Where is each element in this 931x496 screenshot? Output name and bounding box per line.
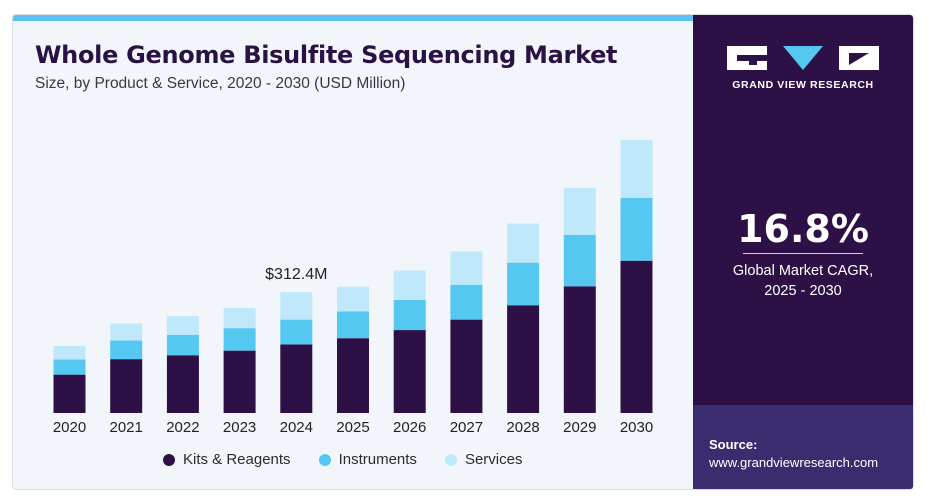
bar-2024-kits-reagents	[280, 344, 313, 413]
x-tick-2030: 2030	[620, 419, 653, 436]
legend-swatch-kits	[163, 453, 175, 466]
cagr-value: 16.8%	[737, 207, 869, 251]
bar-2020-services	[53, 345, 86, 360]
brand-name: GRAND VIEW RESEARCH	[732, 79, 874, 91]
x-tick-2024: 2024	[280, 419, 313, 436]
bar-2025-services	[337, 286, 369, 312]
bar-2030-instruments	[620, 197, 653, 261]
chart-title: Whole Genome Bisulfite Sequencing Market	[35, 41, 618, 69]
bar-2023-kits-reagents	[223, 350, 256, 413]
bar-2024-instruments	[280, 319, 313, 345]
bar-2028-instruments	[507, 262, 540, 306]
x-tick-2020: 2020	[53, 419, 86, 436]
legend-label-kits: Kits & Reagents	[183, 451, 291, 468]
cagr-divider	[743, 253, 863, 254]
legend-swatch-services	[444, 453, 457, 466]
x-tick-2028: 2028	[506, 419, 539, 436]
bar-2029-instruments	[563, 234, 596, 287]
bar-2023-instruments	[223, 328, 256, 351]
chart-subtitle: Size, by Product & Service, 2020 - 2030 …	[35, 75, 406, 92]
bar-2022-services	[166, 316, 199, 335]
x-tick-2027: 2027	[450, 419, 483, 436]
x-tick-2025: 2025	[336, 419, 369, 436]
x-tick-2021: 2021	[110, 419, 143, 436]
bar-2026-services	[393, 270, 426, 300]
logo-mark-icon	[727, 46, 879, 70]
bar-2027-instruments	[450, 284, 483, 320]
bar-2021-instruments	[110, 340, 143, 360]
bar-2027-kits-reagents	[450, 319, 483, 413]
source-label: Source:	[709, 437, 758, 452]
bar-2028-kits-reagents	[507, 305, 540, 413]
legend-label-services: Services	[464, 451, 523, 468]
brand-panel: GRAND VIEW RESEARCH 16.8% Global Market …	[693, 15, 913, 489]
legend-item-instruments: Instruments	[318, 451, 417, 468]
bar-2030-kits-reagents	[620, 260, 653, 413]
bar-2021-services	[110, 323, 143, 341]
cagr-label-line2: 2025 - 2030	[764, 283, 842, 299]
x-tick-2029: 2029	[563, 419, 596, 436]
legend-swatch-instruments	[318, 453, 331, 466]
bar-2022-kits-reagents	[166, 355, 199, 413]
bar-2026-kits-reagents	[393, 330, 426, 413]
cagr-label-line1: Global Market CAGR,	[732, 263, 874, 279]
grand-view-research-logo: GRAND VIEW RESEARCH	[721, 43, 885, 91]
bar-2027-services	[450, 251, 483, 285]
source-band	[693, 405, 913, 489]
bar-2021-kits-reagents	[110, 359, 143, 413]
bar-2025-instruments	[337, 311, 369, 339]
bar-2026-instruments	[393, 299, 426, 331]
bar-2022-instruments	[166, 334, 199, 356]
source-link[interactable]: www.grandviewresearch.com	[709, 455, 879, 470]
bar-2020-instruments	[53, 359, 86, 375]
chart-card: Whole Genome Bisulfite Sequencing Market…	[12, 14, 914, 490]
x-tick-2026: 2026	[393, 419, 426, 436]
bar-2029-services	[563, 187, 596, 235]
stacked-bar-chart: 2020 2021 2022 2023 2024 $312.4M 2025 2026 2027 2…	[53, 139, 653, 436]
bar-2029-kits-reagents	[563, 286, 596, 413]
x-tick-2023: 2023	[223, 419, 256, 436]
bar-2025-kits-reagents	[337, 338, 369, 413]
legend-item-kits: Kits & Reagents	[163, 451, 291, 468]
legend-label-instruments: Instruments	[338, 451, 417, 468]
bar-2028-services	[507, 223, 540, 263]
legend-item-services: Services	[444, 451, 523, 468]
data-label-2024: $312.4M	[265, 266, 327, 283]
chart-legend: Kits & Reagents Instruments Services	[163, 451, 522, 468]
cagr-label: Global Market CAGR, 2025 - 2030	[693, 261, 913, 301]
bar-2020-kits-reagents	[53, 374, 86, 413]
bar-2030-services	[620, 139, 653, 198]
x-tick-2022: 2022	[166, 419, 199, 436]
bar-2024-services	[280, 292, 313, 320]
bar-2023-services	[223, 307, 256, 329]
accent-bar	[13, 15, 693, 21]
